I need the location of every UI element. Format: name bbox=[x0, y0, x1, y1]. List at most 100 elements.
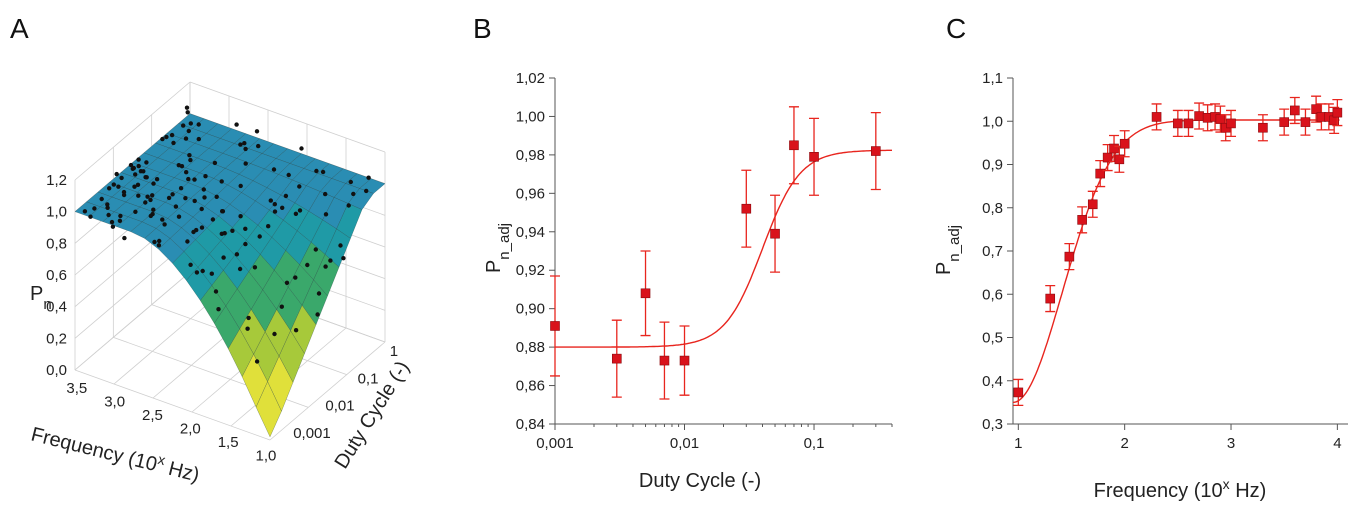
data-point bbox=[741, 203, 752, 214]
y-tick-label: 0,9 bbox=[982, 157, 1003, 174]
surface-data-point bbox=[230, 228, 235, 233]
x-tick-label: 3,5 bbox=[66, 380, 87, 397]
y-tick-label: 0,5 bbox=[982, 330, 1003, 347]
surface-data-point bbox=[99, 196, 104, 202]
surface-data-point bbox=[191, 229, 196, 235]
surface-data-point bbox=[131, 165, 136, 171]
surface-data-point bbox=[313, 247, 318, 252]
x-tick-label: 2,0 bbox=[180, 421, 201, 438]
y-tick-label: 0,001 bbox=[293, 425, 331, 442]
surface-data-point bbox=[109, 219, 115, 225]
surface-data-point bbox=[184, 105, 190, 110]
x-tick-label: 4 bbox=[1333, 435, 1341, 452]
surface-data-point bbox=[238, 183, 243, 189]
surface-data-point bbox=[157, 238, 162, 244]
panel-b-y-axis-label: Pn_adj bbox=[483, 223, 513, 273]
surface-data-point bbox=[133, 172, 138, 177]
surface-data-point bbox=[133, 209, 138, 214]
surface-data-point bbox=[257, 234, 262, 239]
surface-data-point bbox=[305, 262, 310, 268]
surface-data-point bbox=[268, 198, 273, 203]
surface-data-point bbox=[328, 258, 333, 263]
surface-data-point bbox=[160, 136, 165, 142]
data-point bbox=[1173, 118, 1183, 129]
panel-b-tick-labels: 0,84 0,86 0,88 0,90 0,92 0,94 0,96 0,98 1,00 1,02… bbox=[516, 70, 825, 452]
surface-data-point bbox=[154, 177, 160, 182]
surface-data-point bbox=[135, 182, 141, 187]
surface-data-point bbox=[151, 181, 156, 186]
panel-c-y-axis-label: Pn_adj bbox=[933, 225, 963, 275]
data-point bbox=[550, 321, 560, 331]
surface-data-point bbox=[143, 200, 148, 205]
y-tick-label: 1 bbox=[390, 343, 398, 360]
surface-data-point bbox=[201, 187, 206, 192]
data-point bbox=[1290, 105, 1300, 116]
surface-data-point bbox=[203, 174, 208, 179]
surface-data-point bbox=[145, 194, 150, 199]
surface-data-point bbox=[299, 146, 304, 151]
surface-data-point bbox=[196, 122, 201, 127]
surface-data-point bbox=[238, 142, 243, 147]
surface-data-point bbox=[107, 186, 112, 191]
surface-data-point bbox=[117, 218, 123, 223]
data-point bbox=[1013, 387, 1024, 398]
panel-a-x-axis-label: Frequency (10x Hz) bbox=[29, 420, 203, 487]
surface-data-point bbox=[136, 193, 141, 198]
surface-data-point bbox=[280, 205, 285, 210]
surface-data-point bbox=[186, 128, 191, 134]
surface-data-point bbox=[92, 206, 97, 211]
surface-data-point bbox=[341, 256, 346, 261]
surface-data-point bbox=[266, 224, 271, 229]
surface-data-point bbox=[176, 214, 182, 219]
y-tick-label: 1,1 bbox=[982, 70, 1003, 87]
panel-b-letter: B bbox=[473, 13, 492, 44]
panel-a-z-axis-label: Pn bbox=[30, 283, 52, 313]
x-tick-label: 1,0 bbox=[256, 448, 277, 465]
data-point bbox=[1114, 154, 1125, 165]
z-tick-label: 0,2 bbox=[46, 330, 67, 347]
y-tick-label: 0,4 bbox=[982, 373, 1003, 390]
surface-data-point bbox=[214, 194, 219, 199]
surface-data-point bbox=[243, 241, 248, 247]
surface-data-point bbox=[122, 235, 127, 241]
x-tick-label: 1,5 bbox=[218, 434, 239, 451]
surface-data-point bbox=[148, 197, 153, 203]
surface-data-point bbox=[132, 184, 137, 189]
surface-data-point bbox=[88, 214, 93, 219]
surface-data-point bbox=[199, 206, 204, 212]
surface-data-point bbox=[293, 328, 299, 333]
y-tick-label: 0,96 bbox=[516, 185, 545, 202]
panel-c-tick-labels: 0,3 0,4 0,5 0,6 0,7 0,8 0,9 1,0 1,1 1 2 3 4 bbox=[982, 70, 1341, 452]
panel-b-x-axis-label: Duty Cycle (-) bbox=[639, 470, 761, 492]
y-tick-label: 0,88 bbox=[516, 339, 545, 356]
surface-data-point bbox=[243, 226, 248, 231]
x-tick-label: 0,001 bbox=[536, 435, 574, 452]
panel-c-data-points bbox=[1013, 95, 1343, 407]
surface-data-point bbox=[199, 225, 205, 230]
surface-data-point bbox=[271, 167, 277, 172]
data-point bbox=[1087, 199, 1098, 210]
surface-data-point bbox=[320, 169, 326, 175]
surface-data-point bbox=[293, 275, 298, 280]
surface-patch bbox=[255, 381, 282, 438]
surface-data-point bbox=[234, 122, 239, 127]
data-point bbox=[1215, 114, 1226, 124]
surface-data-point bbox=[194, 270, 200, 275]
surface-data-point bbox=[176, 163, 181, 168]
surface-data-point bbox=[150, 193, 155, 198]
y-tick-label: 1,02 bbox=[516, 70, 545, 87]
y-tick-label: 0,90 bbox=[516, 301, 545, 318]
surface-data-point bbox=[254, 359, 260, 364]
panel-a-letter: A bbox=[10, 13, 29, 44]
surface-data-point bbox=[351, 191, 356, 197]
surface-data-point bbox=[169, 132, 175, 138]
data-point bbox=[679, 355, 690, 366]
y-tick-label: 0,01 bbox=[325, 398, 354, 415]
surface-data-point bbox=[221, 255, 226, 260]
panel-b-axes bbox=[549, 77, 893, 430]
data-point bbox=[809, 152, 819, 162]
z-tick-label: 0,6 bbox=[46, 267, 67, 284]
surface-data-point bbox=[213, 289, 219, 294]
surface-data-point bbox=[183, 136, 189, 141]
